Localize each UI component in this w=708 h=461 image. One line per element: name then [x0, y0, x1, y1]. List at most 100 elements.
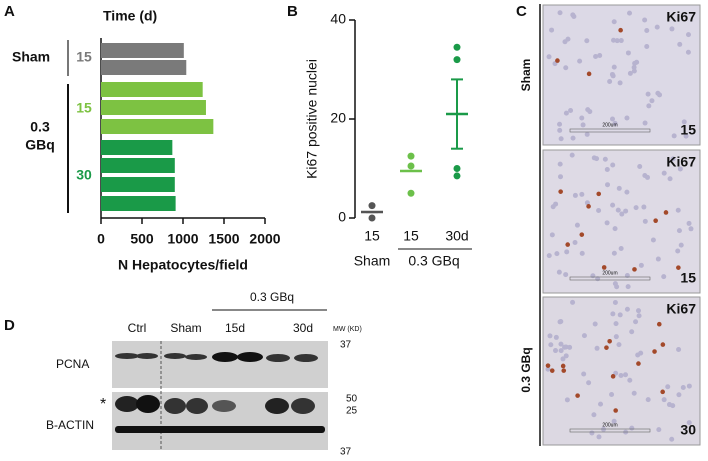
nucleus	[581, 371, 587, 377]
time-label: 30	[680, 422, 696, 438]
ki67-nucleus	[610, 374, 616, 379]
nucleus	[562, 344, 568, 350]
ki67-nucleus	[558, 189, 563, 194]
x-tick-label: 30d	[445, 228, 468, 244]
nucleus	[545, 366, 551, 372]
ki67-nucleus	[632, 267, 637, 272]
nucleus	[591, 412, 597, 418]
nucleus	[584, 38, 590, 44]
x-axis-label: N Hepatocytes/field	[118, 257, 248, 273]
bar	[101, 196, 176, 211]
nucleus	[629, 329, 635, 335]
nucleus	[609, 392, 615, 398]
nucleus	[596, 207, 602, 213]
nucleus	[553, 334, 559, 340]
bar	[101, 177, 175, 192]
scale-bar	[569, 428, 651, 433]
nucleus	[678, 242, 684, 248]
blot-label: B-ACTIN	[46, 418, 94, 432]
nucleus	[557, 127, 563, 133]
nucleus	[631, 64, 637, 70]
group-label: GBq	[25, 137, 55, 153]
lane-label: Sham	[170, 321, 201, 335]
ki67-nucleus	[586, 71, 592, 77]
nucleus	[676, 392, 682, 398]
nucleus	[685, 49, 691, 55]
nucleus	[594, 156, 600, 162]
mw-marker: 25	[346, 406, 358, 417]
nucleus	[611, 64, 617, 70]
ki67-nucleus	[660, 389, 665, 395]
lane-label: 15d	[225, 321, 245, 335]
nucleus	[580, 122, 586, 128]
ki67-nucleus	[653, 218, 658, 223]
ki67-nucleus	[601, 265, 607, 270]
nucleus	[686, 420, 692, 426]
time-label: 15	[680, 122, 696, 138]
nucleus	[572, 239, 578, 245]
nucleus	[565, 36, 571, 42]
asterisk: *	[100, 396, 106, 413]
nucleus	[675, 207, 681, 213]
nucleus	[654, 24, 660, 30]
nucleus	[677, 166, 683, 172]
nucleus	[619, 211, 625, 217]
nucleus	[671, 133, 677, 139]
ki67-nucleus	[560, 363, 566, 369]
nucleus	[641, 204, 647, 210]
ki67-nucleus	[561, 368, 567, 373]
nucleus	[677, 41, 683, 47]
nucleus	[557, 319, 563, 325]
ki67-nucleus	[660, 342, 666, 347]
nucleus	[557, 121, 563, 127]
group-label: Sham	[354, 253, 391, 269]
x-tick-label: 15	[364, 228, 380, 244]
nucleus	[680, 384, 686, 390]
group-label: 0.3	[30, 119, 50, 135]
point	[368, 214, 376, 222]
blot-label: PCNA	[56, 357, 89, 371]
nucleus	[646, 103, 652, 109]
bar	[101, 60, 187, 75]
nucleus	[572, 192, 578, 198]
row-label: 0.3 GBq	[519, 347, 533, 392]
nucleus	[609, 71, 615, 77]
nucleus	[563, 272, 569, 278]
nucleus	[564, 249, 570, 255]
nucleus	[596, 434, 602, 440]
western-blot	[112, 309, 328, 450]
row-label: Sham	[519, 59, 533, 92]
time-label: 15	[76, 49, 92, 65]
nucleus	[667, 176, 673, 182]
nucleus	[552, 348, 558, 354]
ki67-nucleus	[656, 321, 662, 327]
ki67-nucleus	[586, 204, 591, 209]
nucleus	[681, 119, 687, 125]
nucleus	[607, 79, 613, 85]
nucleus	[577, 58, 583, 64]
nucleus	[650, 237, 656, 243]
nucleus	[549, 27, 555, 33]
nucleus	[548, 342, 554, 348]
nucleus	[685, 32, 691, 38]
nucleus	[547, 333, 553, 339]
x-tick-label: 1000	[167, 231, 198, 247]
ki67-nucleus	[596, 191, 602, 197]
nucleus	[549, 232, 555, 238]
scale-label: 200um	[602, 122, 617, 128]
point	[368, 202, 376, 210]
nucleus	[638, 262, 644, 268]
panel-letter: D	[4, 317, 15, 334]
nucleus	[649, 98, 655, 104]
mw-marker: 37	[340, 447, 352, 458]
nucleus	[581, 333, 587, 339]
bar	[101, 119, 214, 134]
nucleus	[605, 182, 611, 188]
nucleus	[642, 218, 648, 224]
point	[453, 172, 461, 180]
panel-letter: A	[4, 3, 15, 20]
nucleus	[627, 377, 633, 383]
nucleus	[570, 299, 576, 305]
scale-bar	[569, 128, 651, 133]
